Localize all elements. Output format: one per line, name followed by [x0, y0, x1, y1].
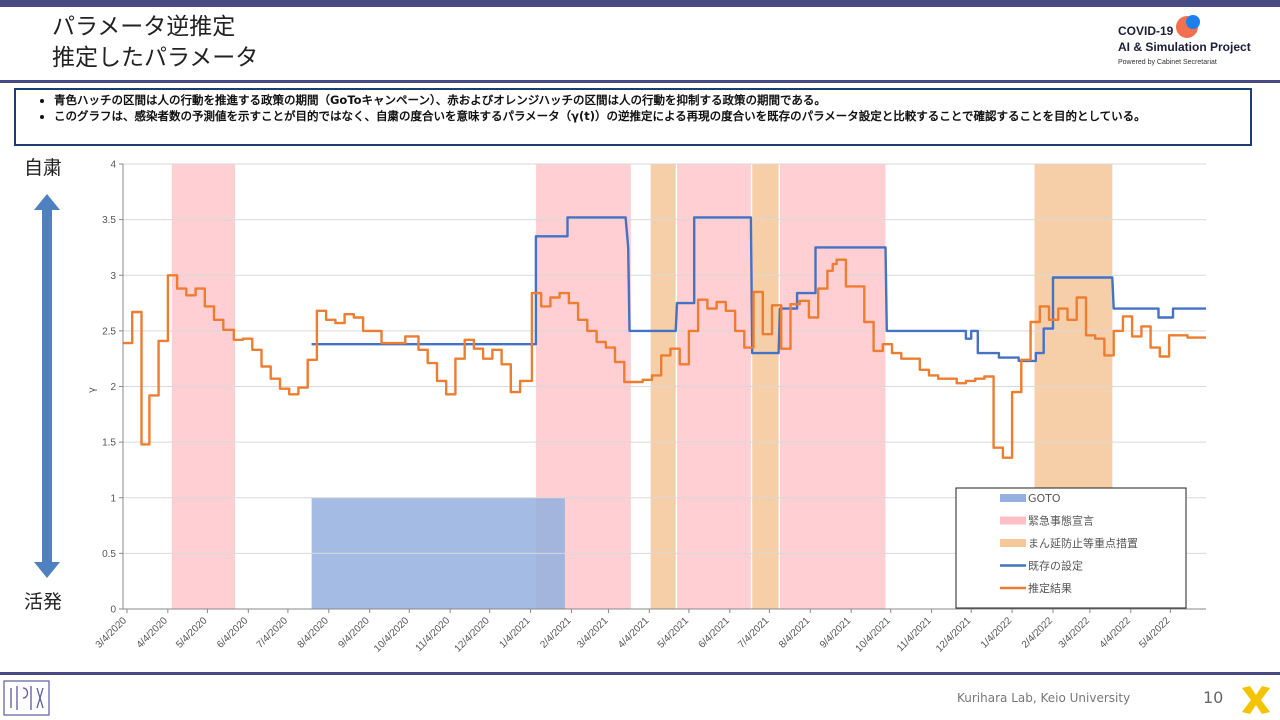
x-tick-label: 9/4/2021: [818, 615, 854, 651]
x-tick-label: 3/4/2022: [1057, 615, 1093, 651]
note-item-2: このグラフは、感染者数の予測値を示すことが目的ではなく、自粛の度合いを意味するパ…: [54, 108, 1242, 124]
y-axis-label: γ: [87, 387, 98, 393]
legend-label: 既存の設定: [1028, 559, 1083, 573]
x-tick-label: 5/4/2020: [174, 615, 210, 651]
brand-x-icon: [1242, 686, 1270, 714]
lab-logo-icon: [3, 680, 50, 716]
logo-line-3: Powered by Cabinet Secretariat: [1118, 59, 1217, 66]
footer-divider: [0, 672, 1280, 675]
legend-swatch: [1000, 516, 1026, 525]
x-tick-label: 5/4/2022: [1137, 615, 1173, 651]
footer-lab: Kurihara Lab, Keio University: [957, 691, 1131, 705]
x-tick-label: 7/4/2020: [255, 615, 291, 651]
page-title: パラメータ逆推定 推定したパラメータ: [52, 12, 258, 74]
note-box: 青色ハッチの区間は人の行動を推進する政策の期間（GoToキャンペーン）、赤および…: [14, 88, 1252, 146]
x-tick-label: 2/4/2021: [538, 615, 574, 651]
x-tick-label: 10/4/2020: [372, 615, 412, 655]
legend-swatch: [1000, 494, 1026, 502]
title-line-2: 推定したパラメータ: [52, 45, 259, 71]
title-line-1: パラメータ逆推定: [52, 14, 236, 40]
x-tick-label: 4/4/2021: [616, 615, 652, 651]
project-logo: COVID-19 AI & Simulation Project Powered…: [1118, 15, 1268, 74]
legend-label: GOTO: [1028, 492, 1061, 505]
legend-label: 推定結果: [1028, 581, 1072, 595]
x-tick-label: 2/4/2022: [1020, 615, 1056, 651]
x-tick-label: 4/4/2022: [1098, 615, 1134, 651]
legend-box: [955, 487, 1187, 609]
top-accent-bar: [0, 0, 1280, 7]
legend-label: まん延防止等重点措置: [1028, 536, 1138, 550]
x-tick-label: 11/4/2020: [414, 615, 453, 654]
series-estimated-line: [123, 258, 1206, 459]
logo-blue-dot-icon: [1186, 15, 1200, 29]
legend-swatch: [1000, 539, 1026, 547]
y-tick-label: 0: [110, 605, 116, 616]
y-tick-label: 1.5: [102, 438, 116, 449]
x-tick-label: 7/4/2021: [736, 615, 772, 651]
x-tick-label: 11/4/2021: [895, 615, 934, 654]
y-tick-label: 1: [110, 493, 116, 504]
y-tick-label: 2.5: [102, 326, 116, 337]
label-active: 活発: [24, 591, 63, 613]
logo-line-2: AI & Simulation Project: [1118, 40, 1251, 54]
x-tick-label: 1/4/2022: [979, 615, 1015, 651]
label-restraint: 自粛: [24, 157, 63, 179]
y-tick-label: 3: [110, 271, 116, 282]
legend-label: 緊急事態宣言: [1028, 514, 1094, 528]
x-tick-label: 12/4/2020: [453, 615, 493, 655]
logo-line-1: COVID-19: [1118, 24, 1174, 38]
x-tick-label: 6/4/2020: [215, 615, 251, 651]
x-tick-label: 4/4/2020: [135, 615, 171, 651]
x-tick-label: 8/4/2021: [777, 615, 813, 651]
note-item-1: 青色ハッチの区間は人の行動を推進する政策の期間（GoToキャンペーン）、赤および…: [54, 92, 1242, 108]
x-tick-label: 3/4/2021: [575, 615, 611, 651]
double-arrow-icon: [34, 194, 60, 578]
page-number: 10: [1203, 688, 1224, 707]
y-tick-label: 4: [110, 160, 116, 171]
series-lines: [123, 216, 1206, 459]
x-tick-label: 3/4/2020: [94, 615, 130, 651]
x-tick-label: 6/4/2021: [697, 615, 733, 651]
y-tick-label: 0.5: [102, 549, 116, 560]
x-tick-label: 9/4/2020: [336, 615, 372, 651]
y-tick-label: 2: [110, 382, 116, 393]
header-divider: [0, 80, 1280, 83]
series-existing-line: [311, 216, 1206, 363]
x-tick-label: 1/4/2021: [497, 615, 533, 651]
x-tick-label: 5/4/2021: [656, 615, 692, 651]
x-tick-label: 10/4/2021: [854, 615, 894, 655]
x-tick-label: 8/4/2020: [296, 615, 332, 651]
x-tick-label: 12/4/2021: [934, 615, 974, 655]
y-tick-label: 3.5: [102, 215, 116, 226]
